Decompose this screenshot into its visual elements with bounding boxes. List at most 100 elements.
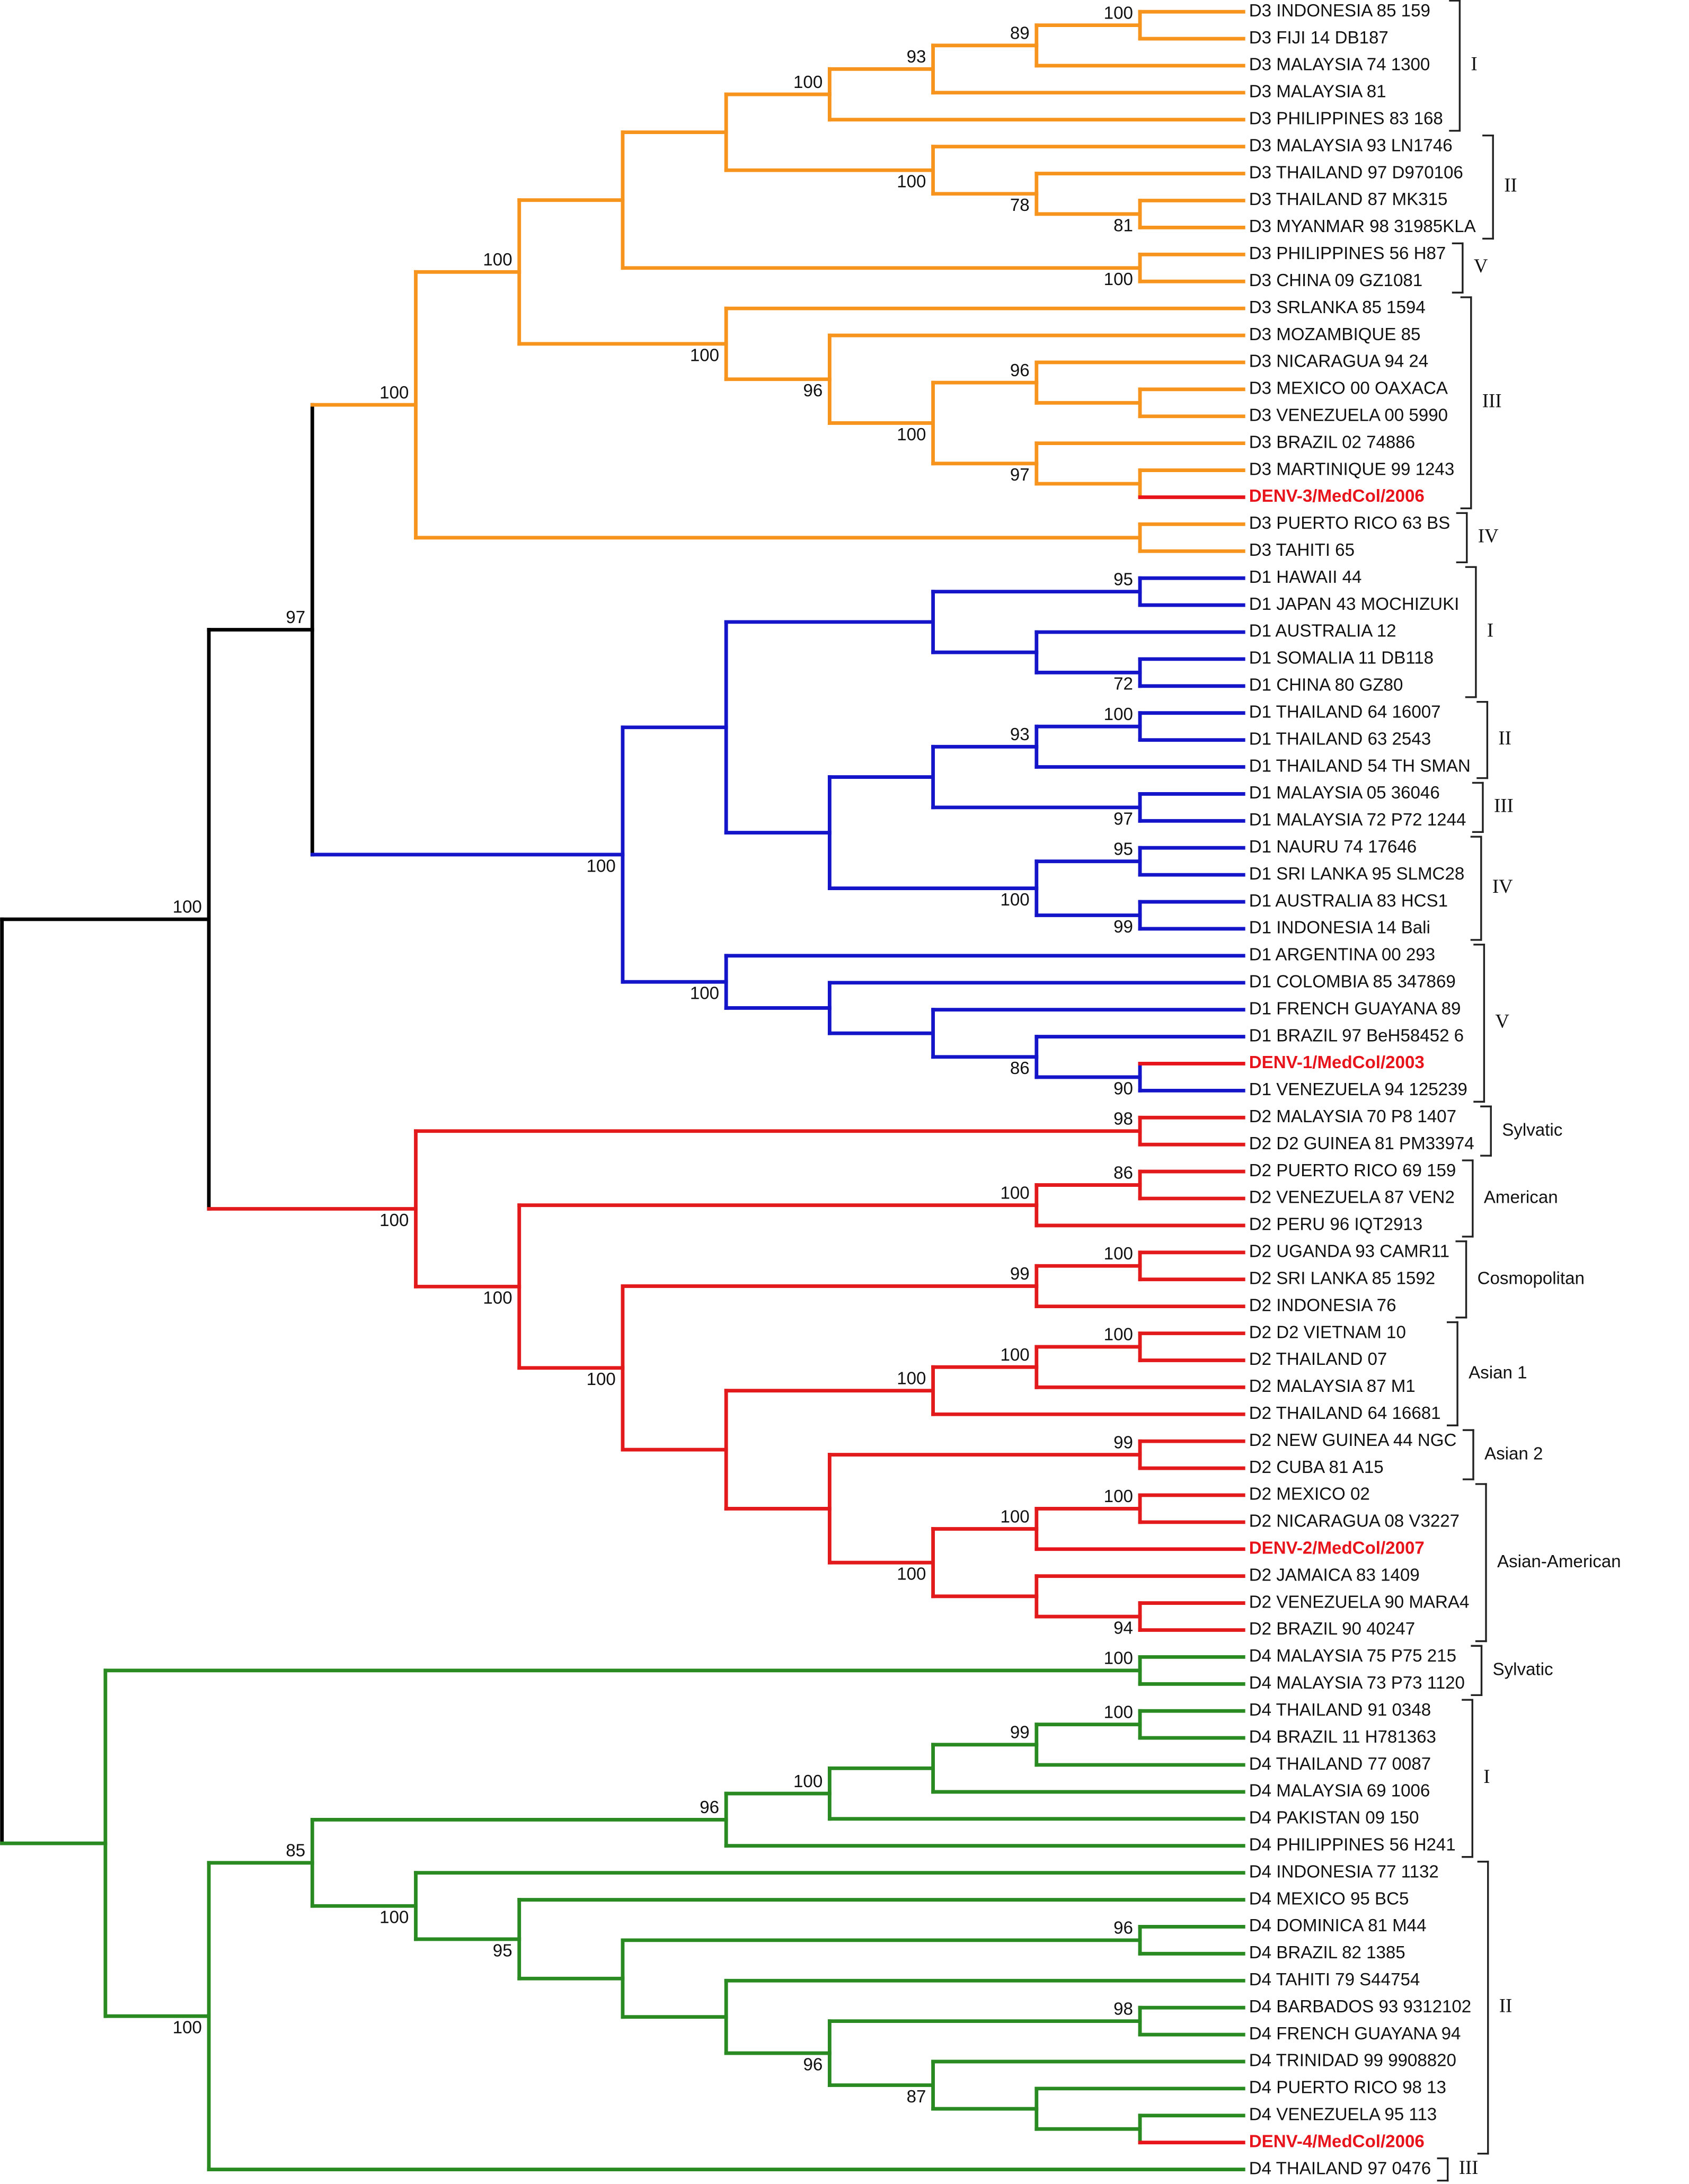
leaf-label: D3 MARTINIQUE 99 1243 [1249,459,1454,479]
leaf-label: D2 D2 GUINEA 81 PM33974 [1249,1134,1474,1153]
leaf-label: D4 THAILAND 97 0476 [1249,2159,1431,2178]
branches [0,10,1245,2172]
support-value: 99 [1113,1433,1133,1452]
support-value: 99 [1010,1723,1030,1743]
leaf-label: D2 JAMAICA 83 1409 [1249,1565,1420,1585]
labels: D3 INDONESIA 85 159 D3 FIJI 14 DB187 100 D3… [173,1,1476,2178]
support-value: 100 [1000,1183,1029,1203]
support-value: 100 [1104,270,1133,289]
leaf-label: D1 AUSTRALIA 83 HCS1 [1249,891,1448,911]
leaf-label: D1 HAWAII 44 [1249,567,1362,587]
support-value: 94 [1113,1618,1133,1638]
leaf-label: D2 MEXICO 02 [1249,1485,1370,1504]
leaf-label: D4 BRAZIL 82 1385 [1249,1943,1405,1963]
leaf-label: D1 ARGENTINA 00 293 [1249,945,1435,965]
leaf-label: D3 MALAYSIA 81 [1249,82,1386,102]
leaf-label: D3 FIJI 14 DB187 [1249,28,1389,48]
leaf-label: D3 MALAYSIA 74 1300 [1249,55,1430,75]
leaf-label: D2 VENEZUELA 87 VEN2 [1249,1188,1455,1208]
leaf-label: D4 PUERTO RICO 98 13 [1249,2078,1446,2098]
leaf-label: D2 MALAYSIA 87 M1 [1249,1377,1416,1396]
clade-label: IV [1478,525,1499,546]
leaf-label: D3 MALAYSIA 93 LN1746 [1249,136,1453,155]
support-value: 96 [803,2055,823,2074]
support-value: 86 [1010,1059,1030,1078]
support-value: 100 [587,1370,616,1389]
leaf-label: D2 NEW GUINEA 44 NGC [1249,1431,1457,1450]
leaf-label: D2 MALAYSIA 70 P8 1407 [1249,1107,1456,1126]
clade-label: II [1499,1995,1513,2017]
leaf-label: D2 D2 VIETNAM 10 [1249,1322,1406,1342]
support-value: 96 [1113,1919,1133,1938]
leaf-label: D4 MALAYSIA 75 P75 215 [1249,1646,1456,1666]
leaf-label: D3 BRAZIL 02 74886 [1249,432,1415,452]
support-value: 100 [1104,3,1133,23]
leaf-label: D3 MEXICO 00 OAXACA [1249,379,1448,398]
support-value: 95 [1113,570,1133,589]
clade-label: I [1483,1765,1490,1787]
leaf-label: D2 THAILAND 64 16681 [1249,1404,1441,1423]
support-value: 100 [173,2018,202,2038]
leaf-label: D2 CUBA 81 A15 [1249,1458,1384,1477]
support-value: 100 [379,1211,409,1230]
leaf-label: D4 INDONESIA 77 1132 [1249,1862,1439,1881]
support-value: 93 [907,47,926,67]
support-value: 89 [1010,24,1030,43]
leaf-label: D1 MALAYSIA 72 P72 1244 [1249,810,1466,830]
leaf-label: D2 BRAZIL 90 40247 [1249,1619,1415,1639]
leaf-label: D2 INDONESIA 76 [1249,1295,1396,1315]
leaf-label: D1 JAPAN 43 MOCHIZUKI [1249,594,1460,614]
leaf-label: D1 SRI LANKA 95 SLMC28 [1249,864,1465,884]
leaf-label: D4 THAILAND 91 0348 [1249,1700,1431,1720]
support-value: 100 [690,984,719,1004]
support-value: 100 [1000,890,1029,910]
support-value: 100 [379,1908,409,1928]
support-value: 99 [1010,1264,1030,1284]
support-value: 100 [1000,1345,1029,1365]
leaf-label: D3 MYANMAR 98 31985KLA [1249,217,1476,236]
leaf-label: DENV-2/MedCol/2007 [1249,1539,1425,1558]
leaf-label: D2 PERU 96 IQT2913 [1249,1215,1422,1235]
support-value: 100 [897,172,926,192]
support-value: 97 [286,608,305,627]
leaf-label: D4 VENEZUELA 95 113 [1249,2105,1437,2125]
leaf-label: D1 THAILAND 54 TH SMAN [1249,756,1471,776]
leaf-label: D1 VENEZUELA 94 125239 [1249,1080,1467,1099]
clade-label: III [1494,794,1514,816]
support-value: 95 [493,1941,512,1960]
leaf-label: D1 INDONESIA 14 Bali [1249,918,1430,938]
leaf-label: D3 MOZAMBIQUE 85 [1249,325,1421,344]
leaf-label: D1 THAILAND 64 16007 [1249,702,1441,722]
leaf-label: D2 NICARAGUA 08 V3227 [1249,1512,1460,1531]
clade-label: Sylvatic [1493,1660,1553,1680]
leaf-label: D3 THAILAND 87 MK315 [1249,190,1448,209]
leaf-label: D1 COLOMBIA 85 347869 [1249,972,1456,992]
leaf-label: D4 BARBADOS 93 9312102 [1249,1997,1471,2017]
leaf-label: D4 MEXICO 95 BC5 [1249,1889,1409,1908]
leaf-label: D4 FRENCH GUAYANA 94 [1249,2024,1461,2044]
leaf-label: D3 INDONESIA 85 159 [1249,1,1430,21]
leaf-label: D3 NICARAGUA 94 24 [1249,352,1428,371]
clade-label: III [1482,390,1502,412]
support-value: 98 [1113,1999,1133,2019]
support-value: 100 [1104,705,1133,724]
support-value: 100 [793,73,823,92]
leaf-label: D2 UGANDA 93 CAMR11 [1249,1242,1449,1262]
leaf-label: DENV-1/MedCol/2003 [1249,1053,1425,1072]
leaf-label: D1 CHINA 80 GZ80 [1249,676,1403,695]
leaf-label: D2 PUERTO RICO 69 159 [1249,1161,1456,1180]
support-value: 100 [1104,1649,1133,1668]
support-value: 99 [1113,917,1133,937]
support-value: 86 [1113,1163,1133,1183]
support-value: 72 [1113,674,1133,694]
leaf-label: D1 NAURU 74 17646 [1249,837,1417,857]
clade-label: II [1498,727,1511,749]
support-value: 100 [793,1772,823,1791]
clade-label: Cosmopolitan [1478,1268,1585,1288]
support-value: 100 [379,383,409,403]
support-value: 100 [587,856,616,876]
clade-label: IV [1492,875,1513,897]
clade-label: III [1459,2156,1479,2178]
leaf-label: D4 TAHITI 79 S44754 [1249,1970,1420,1990]
